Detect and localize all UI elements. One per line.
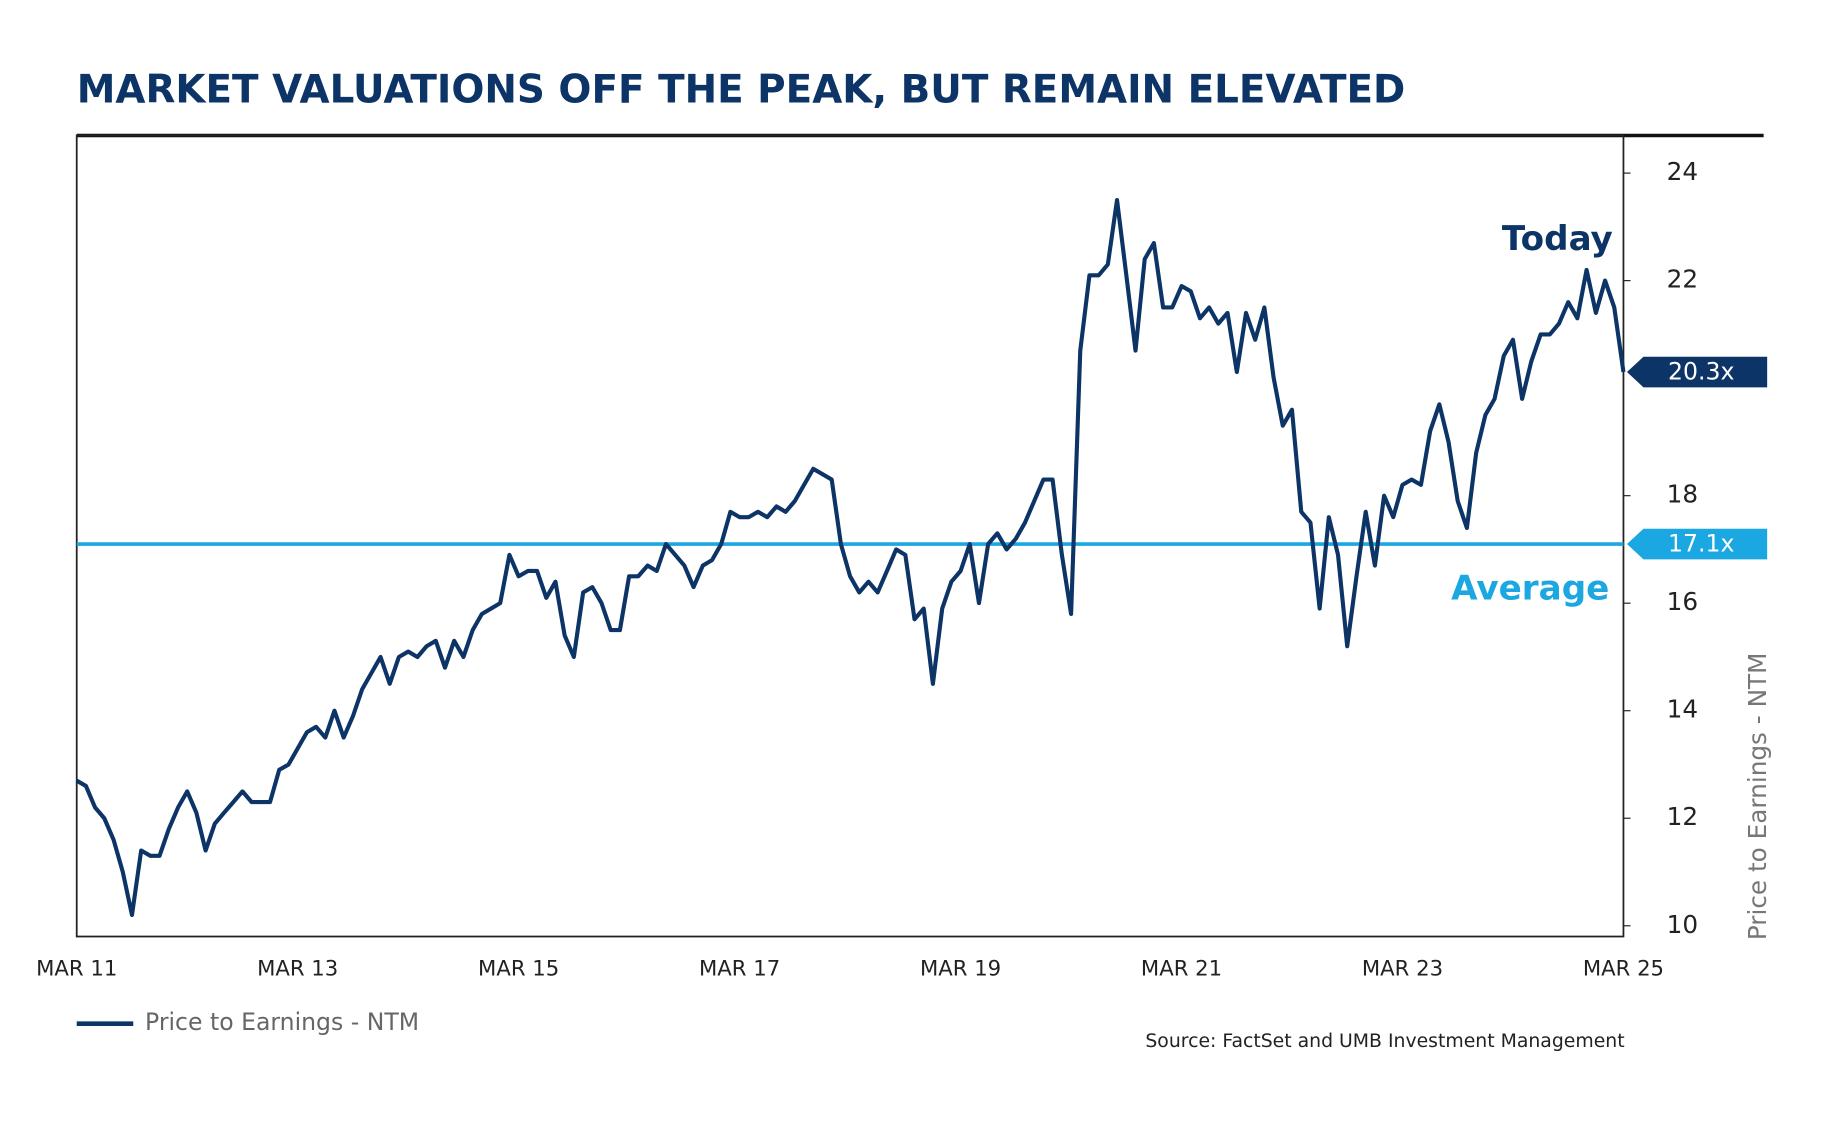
line-series <box>75 197 1626 918</box>
y-tick-label: 18 <box>1667 480 1698 509</box>
x-tick-label: MAR 19 <box>920 956 1001 981</box>
source-note: Source: FactSet and UMB Investment Manag… <box>1145 1031 1624 1052</box>
x-tick-label: MAR 13 <box>257 956 338 981</box>
y-tick-label: 10 <box>1667 910 1698 939</box>
x-tick-label: MAR 21 <box>1141 956 1222 981</box>
x-tick-label: MAR 17 <box>699 956 780 981</box>
today-label: Today <box>1502 219 1613 259</box>
y-axis-label: Price to Earnings - NTM <box>1743 653 1772 941</box>
average-tag-label: 17.1x <box>1668 530 1734 558</box>
x-tick-label: MAR 23 <box>1362 956 1443 981</box>
y-tick-label: 16 <box>1667 587 1698 616</box>
x-tick-label: MAR 25 <box>1583 956 1664 981</box>
y-tick-label: 22 <box>1667 265 1698 294</box>
legend-label: Price to Earnings - NTM <box>145 1008 419 1036</box>
today-tag-label: 20.3x <box>1668 358 1734 386</box>
average-tag <box>1626 528 1768 560</box>
chart-title: MARKET VALUATIONS OFF THE PEAK, BUT REMA… <box>77 67 1406 112</box>
today-tag <box>1626 356 1768 388</box>
x-tick-label: MAR 11 <box>36 956 117 981</box>
average-label: Average <box>1451 569 1609 609</box>
y-tick-label: 14 <box>1667 695 1698 724</box>
y-tick-label: 24 <box>1667 157 1698 186</box>
plot-frame <box>75 134 1625 938</box>
y-tick-label: 12 <box>1667 802 1698 831</box>
x-tick-label: MAR 15 <box>478 956 559 981</box>
